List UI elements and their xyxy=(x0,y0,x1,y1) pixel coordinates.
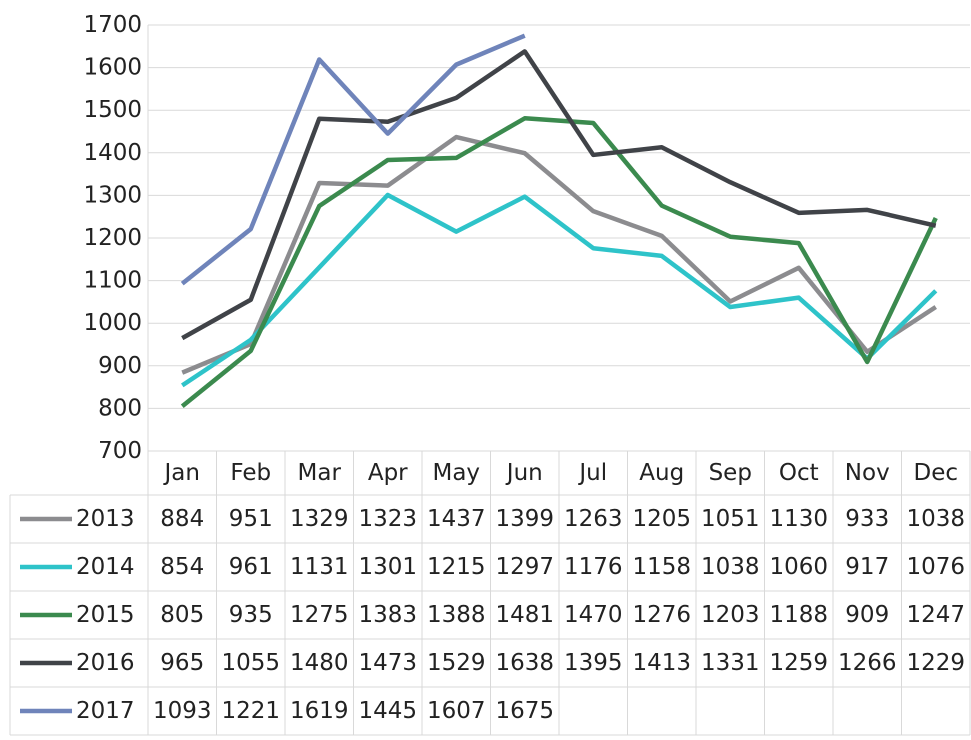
legend-label: 2017 xyxy=(76,698,135,724)
table-value: 1038 xyxy=(906,506,965,532)
table-value: 935 xyxy=(229,602,273,628)
x-tick-label: Aug xyxy=(639,460,684,486)
table-value: 1038 xyxy=(701,554,760,580)
table-value: 1329 xyxy=(290,506,349,532)
series-line xyxy=(180,33,526,286)
series-line xyxy=(181,192,938,388)
table-value: 909 xyxy=(845,602,889,628)
table-value: 1301 xyxy=(358,554,417,580)
table-value: 1205 xyxy=(632,506,691,532)
table-value: 1276 xyxy=(632,602,691,628)
legend-label: 2016 xyxy=(76,650,135,676)
table-value: 1383 xyxy=(358,602,417,628)
table-value: 1275 xyxy=(290,602,349,628)
table-value: 1529 xyxy=(427,650,486,676)
y-tick-label: 1200 xyxy=(83,225,142,251)
x-tick-label: Nov xyxy=(845,460,890,486)
x-tick-label: Feb xyxy=(230,460,271,486)
table-value: 933 xyxy=(845,506,889,532)
table-value: 917 xyxy=(845,554,889,580)
table-value: 1437 xyxy=(427,506,486,532)
table-value: 1473 xyxy=(358,650,417,676)
series-line xyxy=(180,116,938,409)
y-tick-label: 1000 xyxy=(83,310,142,336)
table-value: 1203 xyxy=(701,602,760,628)
table-value: 1055 xyxy=(221,650,280,676)
table-value: 951 xyxy=(229,506,273,532)
x-tick-label: Jan xyxy=(163,460,200,486)
table-value: 1297 xyxy=(495,554,554,580)
x-tick-label: May xyxy=(432,460,480,486)
legend-label: 2015 xyxy=(76,602,135,628)
table-value: 1266 xyxy=(838,650,897,676)
table-value: 1229 xyxy=(906,650,965,676)
table-value: 1607 xyxy=(427,698,486,724)
table-value: 1619 xyxy=(290,698,349,724)
y-tick-label: 1600 xyxy=(83,55,142,81)
table-value: 1247 xyxy=(906,602,965,628)
table-value: 1215 xyxy=(427,554,486,580)
table-value: 1263 xyxy=(564,506,623,532)
y-tick-label: 1300 xyxy=(83,182,142,208)
table-value: 1481 xyxy=(495,602,554,628)
table-value: 1413 xyxy=(632,650,691,676)
y-tick-label: 1100 xyxy=(83,268,142,294)
table-value: 1131 xyxy=(290,554,349,580)
table-value: 1158 xyxy=(632,554,691,580)
x-tick-label: Mar xyxy=(298,460,342,486)
x-tick-label: Jun xyxy=(505,460,543,486)
legend-label: 2013 xyxy=(76,506,135,532)
legend-label: 2014 xyxy=(76,554,135,580)
x-tick-label: Oct xyxy=(779,460,819,486)
y-tick-label: 1700 xyxy=(83,12,142,38)
x-tick-label: Apr xyxy=(368,460,408,486)
series-line xyxy=(181,49,937,341)
table-value: 1675 xyxy=(495,698,554,724)
table-value: 965 xyxy=(160,650,204,676)
table-value: 1323 xyxy=(358,506,417,532)
x-tick-label: Jul xyxy=(577,460,607,486)
y-tick-label: 700 xyxy=(98,438,142,464)
x-tick-label: Sep xyxy=(709,460,752,486)
table-value: 805 xyxy=(160,602,204,628)
table-value: 1093 xyxy=(153,698,212,724)
table-value: 1259 xyxy=(769,650,828,676)
table-value: 854 xyxy=(160,554,204,580)
table-value: 1130 xyxy=(769,506,828,532)
table-value: 1480 xyxy=(290,650,349,676)
y-tick-label: 900 xyxy=(98,353,142,379)
y-tick-label: 1400 xyxy=(83,140,142,166)
table-value: 1076 xyxy=(906,554,965,580)
table-value: 1188 xyxy=(769,602,828,628)
table-value: 1051 xyxy=(701,506,760,532)
table-value: 1445 xyxy=(358,698,417,724)
series-line xyxy=(181,134,937,375)
x-tick-label: Dec xyxy=(913,460,958,486)
table-value: 1331 xyxy=(701,650,760,676)
y-tick-label: 800 xyxy=(98,395,142,421)
table-value: 1399 xyxy=(495,506,554,532)
table-value: 1388 xyxy=(427,602,486,628)
y-tick-label: 1500 xyxy=(83,97,142,123)
table-value: 961 xyxy=(229,554,273,580)
table-value: 884 xyxy=(160,506,204,532)
table-value: 1638 xyxy=(495,650,554,676)
table-value: 1395 xyxy=(564,650,623,676)
table-value: 1221 xyxy=(221,698,280,724)
table-value: 1176 xyxy=(564,554,623,580)
table-value: 1060 xyxy=(769,554,828,580)
table-value: 1470 xyxy=(564,602,623,628)
